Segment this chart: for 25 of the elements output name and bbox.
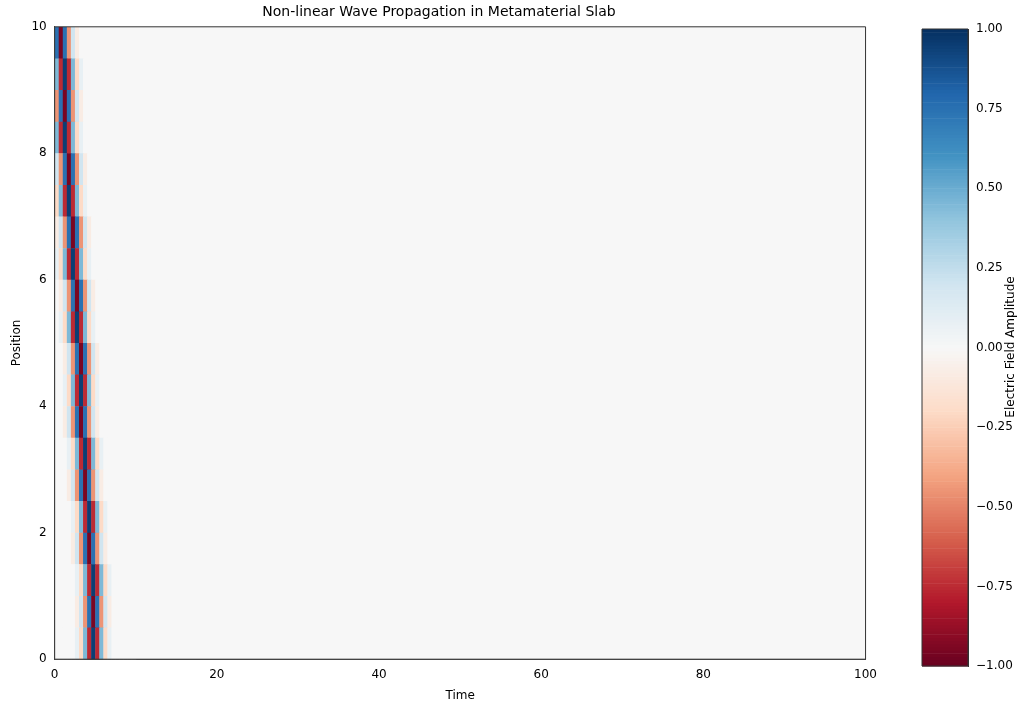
y-tick-label: 10 <box>31 18 47 33</box>
color-bar-label: 0.25 <box>976 260 1003 274</box>
color-bar-label: −0.50 <box>976 498 1013 513</box>
color-bar-label: −1.00 <box>976 658 1013 673</box>
x-tick-label: 60 <box>533 666 549 681</box>
y-tick-label: 0 <box>39 651 47 666</box>
x-tick-label: 20 <box>209 666 225 681</box>
color-bar-label: −0.25 <box>976 419 1013 434</box>
y-tick-label: 6 <box>39 271 47 286</box>
x-tick-label: 80 <box>695 666 712 681</box>
y-tick-label: 8 <box>39 145 47 160</box>
y-axis-title: Position <box>9 319 24 367</box>
color-bar-title: Electric Field Amplitude <box>1003 276 1017 418</box>
color-bar-label: −0.75 <box>976 578 1013 593</box>
x-tick-label: 40 <box>371 666 387 681</box>
chart-title: Non-linear Wave Propagation in Metamaterial Slab <box>262 3 616 20</box>
x-axis-title: Time <box>444 687 475 702</box>
color-bar-label: 0.75 <box>976 100 1003 115</box>
x-tick-label: 100 <box>854 666 877 681</box>
color-bar-label: 1.00 <box>976 21 1003 36</box>
y-tick-label: 4 <box>39 398 47 413</box>
y-tick-label: 2 <box>39 524 47 539</box>
color-bar-label: 0.00 <box>976 339 1003 354</box>
color-bar-label: 0.50 <box>976 180 1003 195</box>
x-tick-label: 0 <box>50 666 59 681</box>
